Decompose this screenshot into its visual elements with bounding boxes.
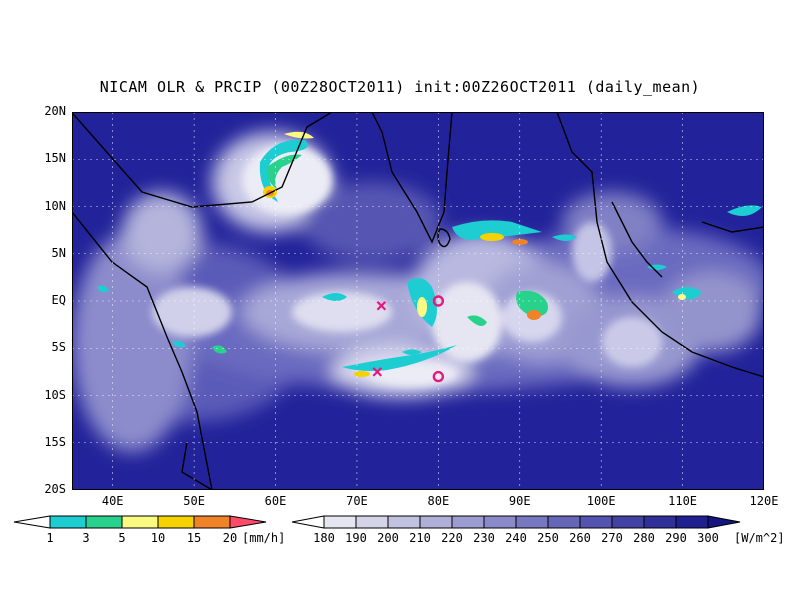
sumatra-coast (556, 112, 764, 378)
o-marker (432, 295, 445, 307)
precip-colorbar (13, 515, 267, 529)
map-title: NICAM OLR & PRCIP (00Z28OCT2011) init:00… (99, 78, 701, 96)
colorbar-tick-label: 220 (441, 531, 463, 545)
colorbar-tick-label: 230 (473, 531, 495, 545)
lat-tick-label: 20S (44, 482, 66, 496)
lat-tick-label: 5N (51, 245, 66, 260)
olr-precip-map (72, 112, 764, 490)
lon-tick-label: 40E (101, 494, 124, 508)
olr-colorbar (291, 515, 741, 529)
colorbar-tick-label: 180 (313, 531, 335, 545)
colorbar-swatch (707, 515, 741, 529)
lon-tick-label: 100E (586, 494, 616, 508)
colorbar-swatch (547, 515, 581, 529)
colorbar-tick-label: 3 (82, 531, 90, 545)
lon-tick-label: 70E (346, 494, 368, 508)
colorbar-swatch (611, 515, 645, 529)
lon-tick-label: 120E (749, 494, 779, 508)
colorbar-tick-label: 260 (569, 531, 591, 545)
colorbar-swatch (355, 515, 389, 529)
arabia-coast (72, 112, 333, 208)
colorbar-swatch (193, 515, 231, 529)
lon-tick-label: 60E (264, 494, 287, 508)
colorbar-swatch (643, 515, 677, 529)
map-canvas (72, 112, 764, 490)
colorbars (13, 515, 741, 529)
lon-tick-label: 80E (427, 494, 450, 508)
colorbar-tick-label: 210 (409, 531, 431, 545)
grid-lines (72, 112, 764, 490)
colorbar-unit: [mm/h] (242, 531, 286, 545)
colorbar-swatch (483, 515, 517, 529)
colorbar-tick-label: 270 (601, 531, 623, 545)
colorbar-swatch (515, 515, 549, 529)
x-marker (372, 367, 383, 377)
track-markers (372, 295, 445, 383)
colorbar-tick-label: 15 (186, 531, 202, 545)
colorbar-tick-label: 240 (505, 531, 527, 545)
colorbar-swatch (157, 515, 195, 529)
lat-tick-label: 10N (44, 198, 66, 213)
colorbar-swatch (13, 515, 51, 529)
colorbar-tick-label: 1 (46, 531, 54, 545)
colorbar-tick-label: 250 (537, 531, 559, 545)
colorbar-tick-label: 10 (150, 531, 166, 545)
lon-tick-label: 50E (183, 494, 205, 508)
lat-tick-label: 5S (51, 340, 66, 355)
x-marker (376, 300, 387, 311)
colorbar-tick-label: 190 (345, 531, 367, 545)
lat-tick-label: 15N (44, 151, 66, 166)
india-coast (371, 112, 453, 244)
africa-coast (72, 211, 213, 490)
colorbar-swatch (675, 515, 709, 529)
colorbar-swatch (121, 515, 159, 529)
colorbar-swatch (229, 515, 267, 529)
precip-patches (97, 131, 762, 377)
colorbar-swatch (49, 515, 87, 529)
o-marker (432, 370, 445, 383)
colorbar-swatch (451, 515, 485, 529)
colorbar-tick-label: 200 (377, 531, 399, 545)
borneo-coast (701, 221, 764, 233)
colorbar-tick-label: 290 (665, 531, 687, 545)
coastlines (72, 112, 764, 490)
madagascar-coast (181, 441, 213, 490)
srilanka-coast (437, 228, 451, 248)
colorbar-swatch (85, 515, 123, 529)
lon-tick-label: 90E (508, 494, 531, 508)
lon-tick-label: 110E (668, 494, 698, 508)
colorbar-tick-label: 20 (222, 531, 238, 545)
lat-tick-label: EQ (51, 293, 66, 307)
colorbar-swatch (579, 515, 613, 529)
colorbar-unit: [W/m^2] (734, 531, 785, 545)
colorbar-swatch (419, 515, 453, 529)
colorbar-tick-label: 5 (118, 531, 126, 545)
colorbar-swatch (323, 515, 357, 529)
lat-tick-label: 10S (44, 387, 66, 402)
lat-tick-label: 20N (44, 104, 66, 118)
colorbar-tick-label: 280 (633, 531, 655, 545)
colorbar-swatch (387, 515, 421, 529)
lat-tick-label: 15S (44, 434, 66, 449)
malay-coast (611, 201, 663, 278)
colorbar-swatch (291, 515, 325, 529)
colorbar-tick-label: 300 (697, 531, 719, 545)
